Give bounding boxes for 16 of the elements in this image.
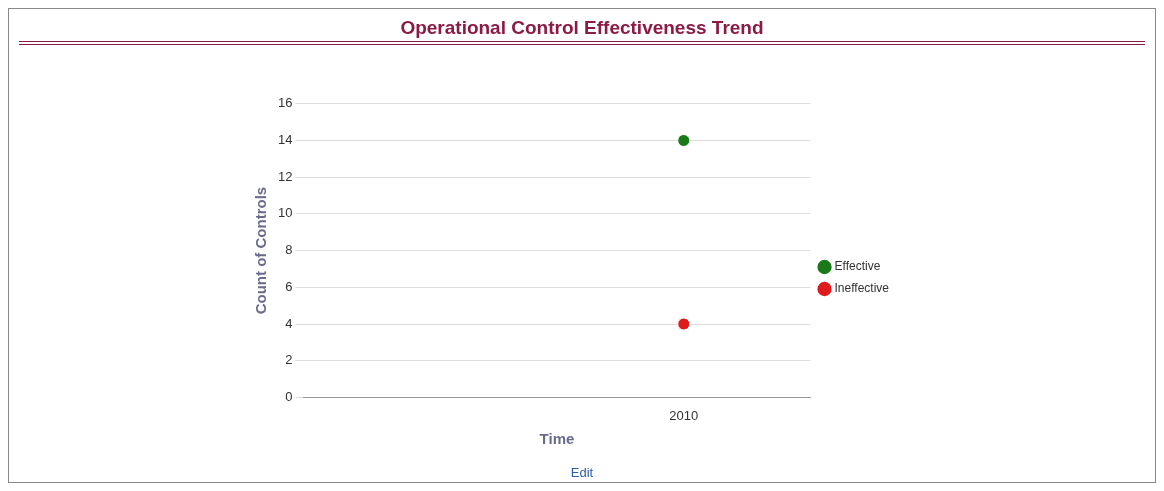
y-axis-title: Count of Controls xyxy=(252,186,270,315)
text: Edit xyxy=(569,465,595,480)
x-tick-label: 2010 xyxy=(669,407,699,423)
y-tick-label: 4 xyxy=(285,315,293,331)
legend-label: Ineffective xyxy=(834,281,890,296)
y-tick-label: 10 xyxy=(277,205,293,221)
y-tick-label: 0 xyxy=(285,388,293,404)
y-tick-label: 6 xyxy=(285,278,293,294)
chart-title: Operational Control Effectiveness Trend xyxy=(19,9,1145,45)
y-tick-label: 16 xyxy=(277,95,293,111)
legend-label: Effective xyxy=(834,259,881,274)
y-tick-label: 14 xyxy=(277,132,293,148)
x-axis-title: Time xyxy=(539,430,575,448)
y-tick-label: 12 xyxy=(277,168,293,184)
y-tick-label: 8 xyxy=(285,242,293,258)
y-tick-label: 2 xyxy=(285,352,293,368)
